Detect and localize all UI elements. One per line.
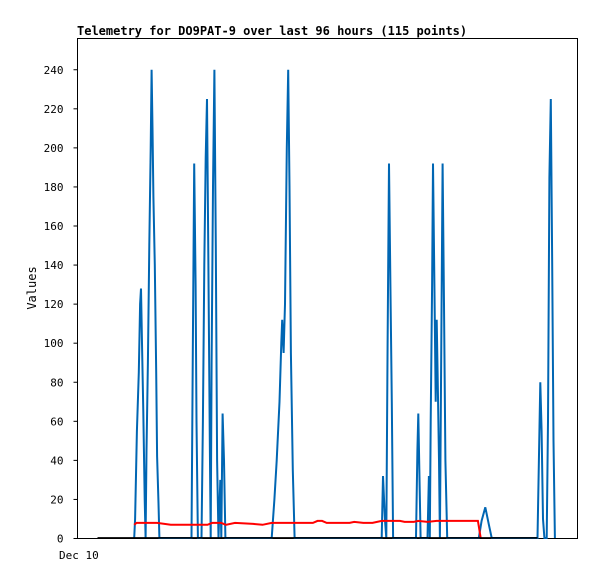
y-tick-label: 220 [44,103,64,116]
y-tick-label: 20 [50,493,63,506]
y-axis-ticks: 0 20 40 60 80 100 120 140 160 180 200 220 240 [44,64,78,546]
y-tick-label: 120 [44,298,64,311]
chart-title: Telemetry for DO9PAT-9 over last 96 hour… [77,24,467,38]
y-tick-label: 60 [50,415,63,428]
y-tick-label: 140 [44,259,64,272]
y-tick-label: 40 [50,454,63,467]
y-tick-label: 160 [44,220,64,233]
y-tick-label: 240 [44,64,64,77]
y-tick-label: 0 [57,533,64,546]
y-tick-label: 180 [44,181,64,194]
series-layer [97,69,556,539]
x-tick-label: Dec 10 [59,549,99,562]
x-axis-ticks: Dec 10 [59,549,99,562]
y-tick-label: 100 [44,337,64,350]
y-tick-label: 200 [44,142,64,155]
y-axis-label: Values [25,266,39,309]
y-tick-label: 80 [50,376,63,389]
series-line-1 [133,519,482,539]
series-line-0 [133,69,556,539]
plot-area [77,38,578,539]
